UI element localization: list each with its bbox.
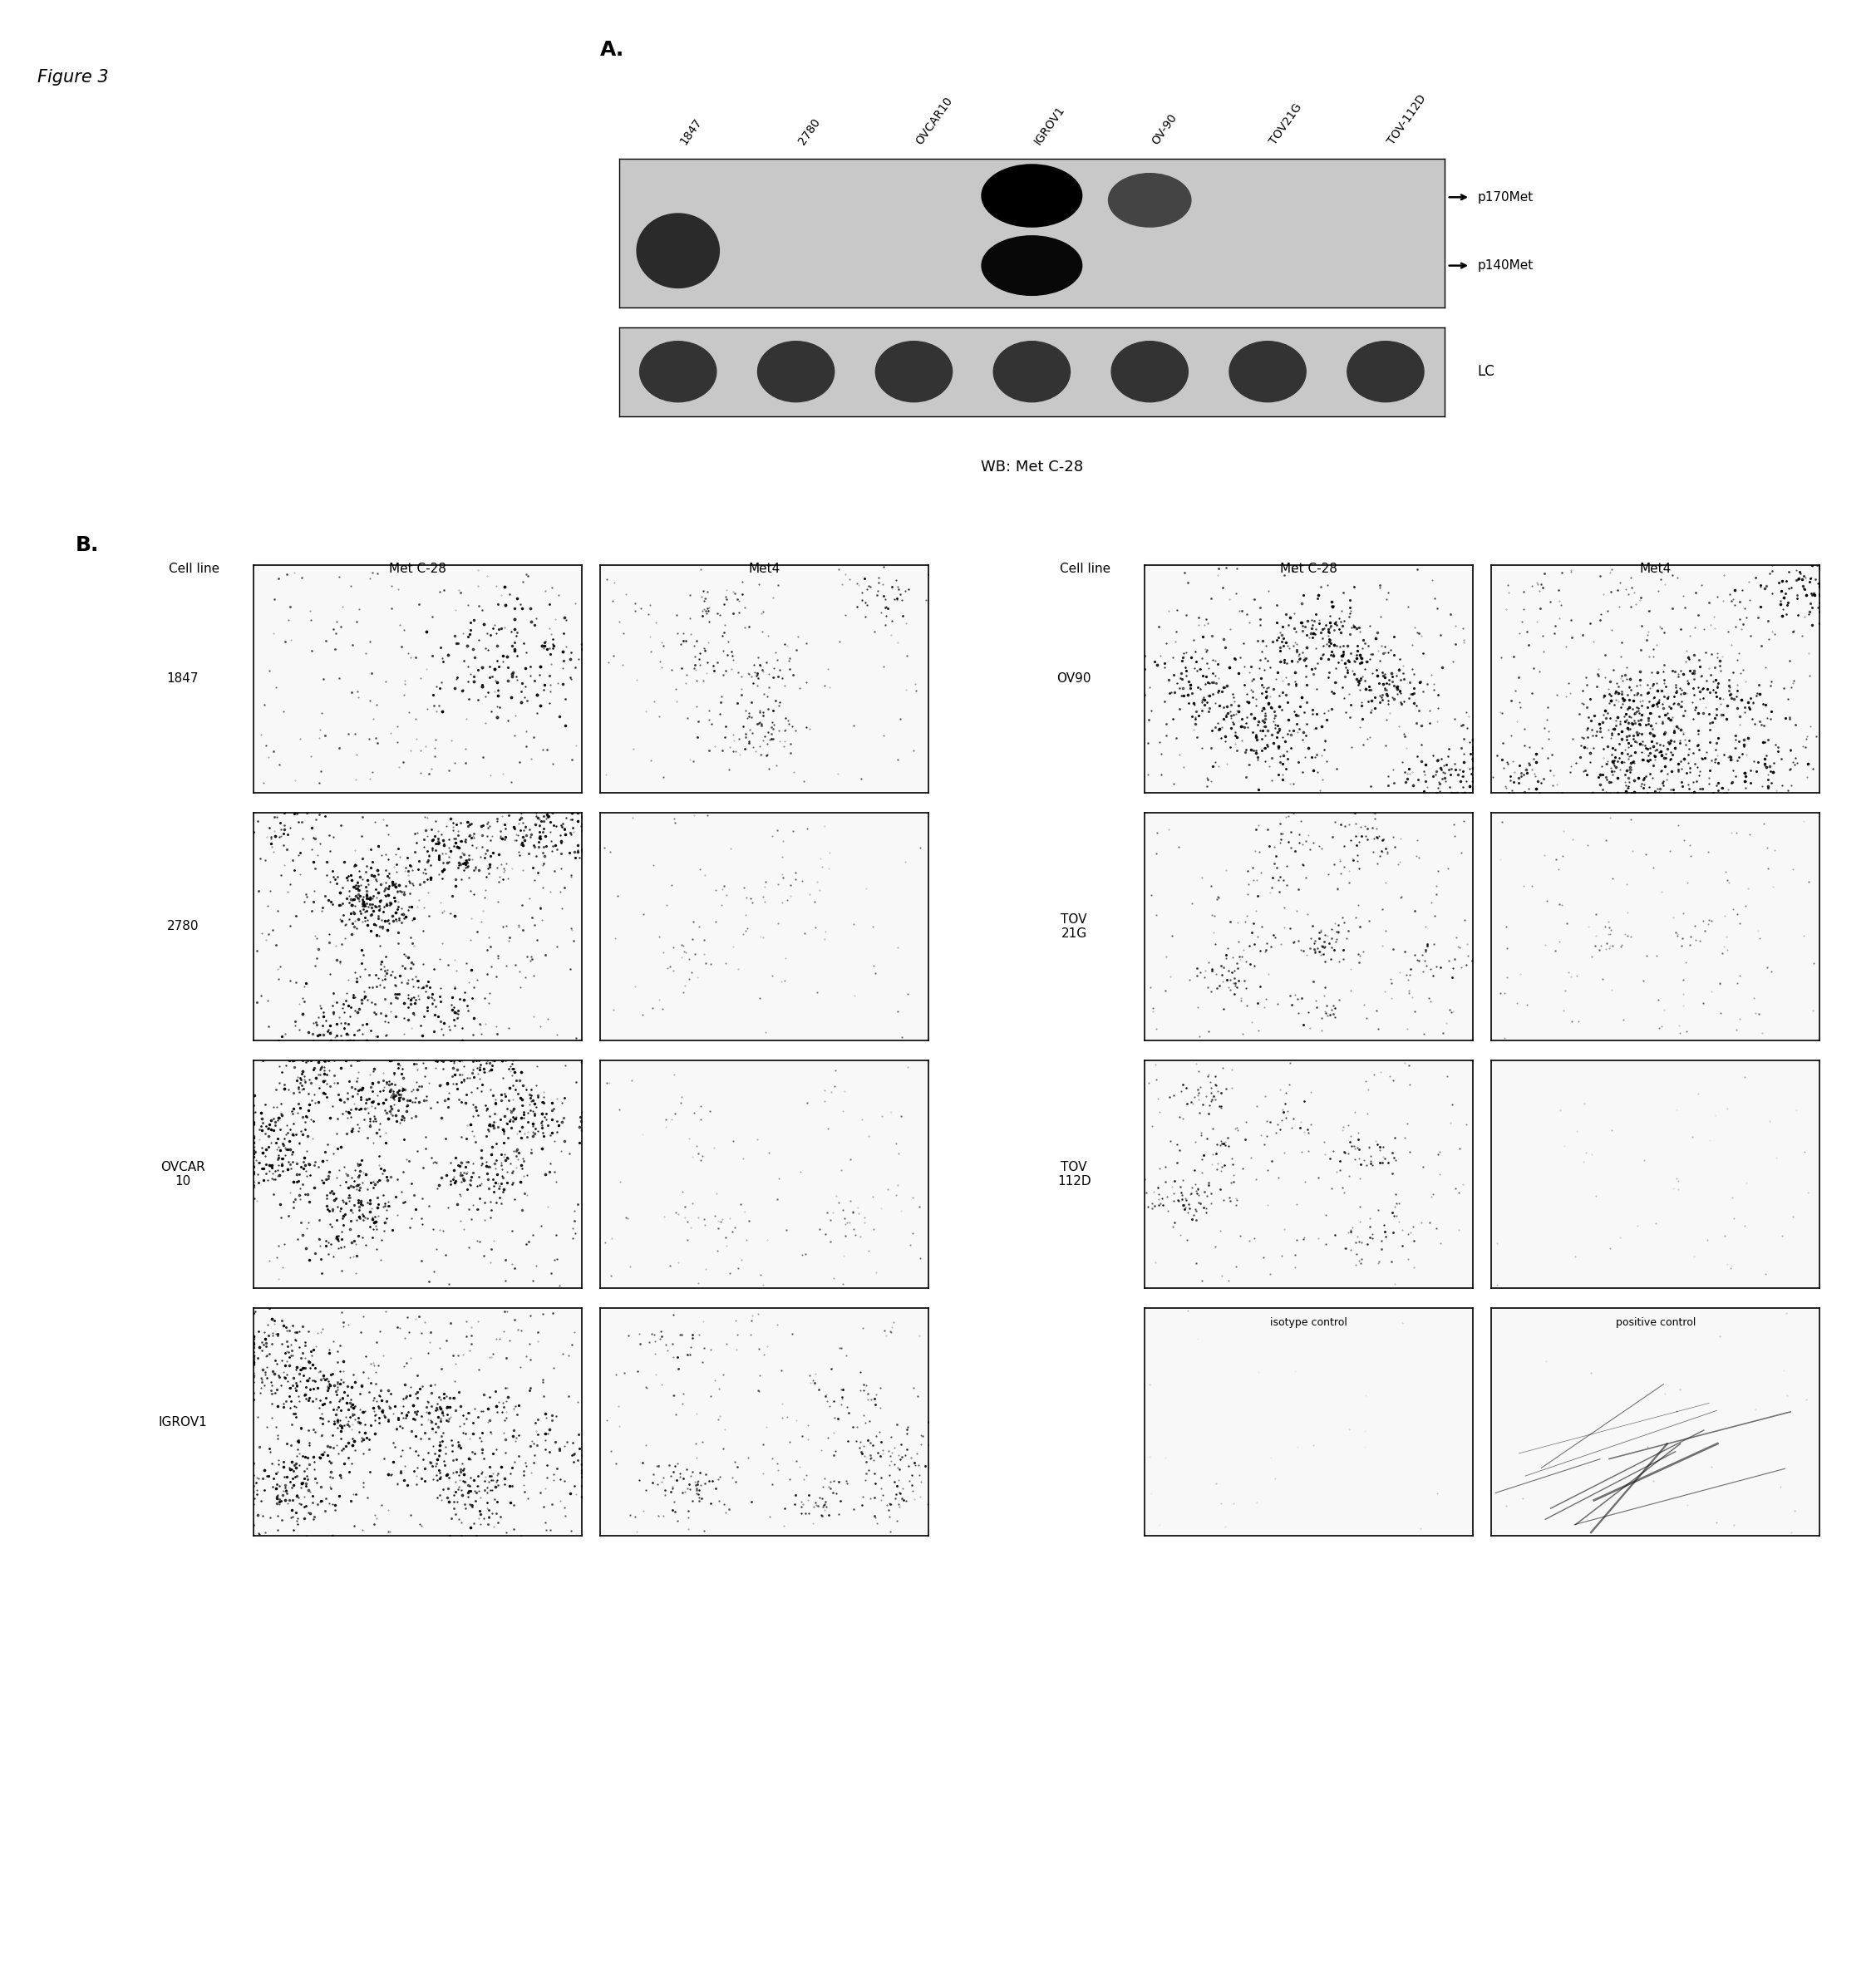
Ellipse shape (981, 165, 1082, 228)
Ellipse shape (636, 214, 719, 287)
Text: TOV-112D: TOV-112D (1386, 93, 1428, 147)
Text: positive control: positive control (1615, 1318, 1696, 1328)
Text: OVCAR10: OVCAR10 (914, 95, 955, 147)
Text: Cell line: Cell line (169, 563, 219, 575)
Ellipse shape (1229, 341, 1306, 402)
Text: TOV21G: TOV21G (1268, 101, 1304, 147)
Text: p170Met: p170Met (1478, 190, 1533, 204)
Text: IGROV1: IGROV1 (158, 1415, 208, 1429)
Text: A.: A. (600, 40, 625, 59)
Ellipse shape (640, 341, 717, 402)
Text: Met C-28: Met C-28 (1279, 563, 1338, 575)
Text: 1847: 1847 (677, 117, 704, 147)
Ellipse shape (876, 341, 953, 402)
Text: OV-90: OV-90 (1150, 111, 1180, 147)
Text: TOV
21G: TOV 21G (1062, 914, 1086, 939)
Text: 2780: 2780 (795, 117, 822, 147)
Text: TOV
112D: TOV 112D (1058, 1161, 1090, 1187)
Text: Figure 3: Figure 3 (38, 69, 109, 85)
Text: Met C-28: Met C-28 (388, 563, 446, 575)
Text: IGROV1: IGROV1 (1032, 103, 1067, 147)
Ellipse shape (981, 236, 1082, 295)
Text: LC: LC (1478, 365, 1495, 379)
Text: 1847: 1847 (167, 672, 199, 686)
Text: OVCAR
10: OVCAR 10 (161, 1161, 204, 1187)
Ellipse shape (994, 341, 1069, 402)
Text: p140Met: p140Met (1478, 260, 1533, 272)
Ellipse shape (1109, 174, 1191, 228)
Ellipse shape (1347, 341, 1424, 402)
Text: OV90: OV90 (1056, 672, 1092, 686)
Text: B.: B. (75, 535, 99, 555)
Text: Met4: Met4 (1640, 563, 1672, 575)
Text: WB: Met C-28: WB: Met C-28 (981, 460, 1082, 476)
Text: isotype control: isotype control (1270, 1318, 1347, 1328)
Ellipse shape (1111, 341, 1188, 402)
Ellipse shape (758, 341, 835, 402)
Text: Cell line: Cell line (1060, 563, 1111, 575)
Text: Met4: Met4 (749, 563, 780, 575)
Text: 2780: 2780 (167, 920, 199, 934)
